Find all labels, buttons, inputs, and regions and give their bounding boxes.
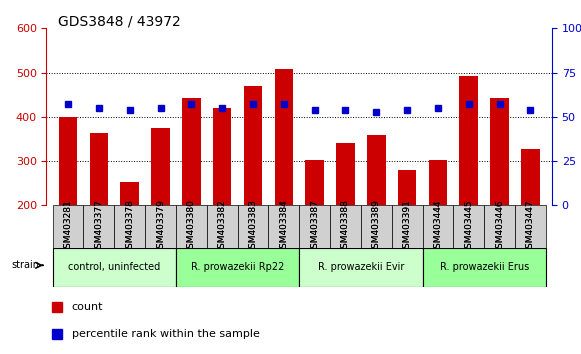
FancyBboxPatch shape bbox=[361, 205, 392, 248]
FancyBboxPatch shape bbox=[84, 205, 114, 248]
FancyBboxPatch shape bbox=[145, 205, 176, 248]
Bar bbox=[306, 160, 324, 205]
Text: GSM403377: GSM403377 bbox=[94, 199, 103, 254]
Text: GSM403378: GSM403378 bbox=[125, 199, 134, 254]
Text: GSM403383: GSM403383 bbox=[249, 199, 257, 254]
Text: GSM403444: GSM403444 bbox=[433, 199, 442, 254]
Text: GSM403447: GSM403447 bbox=[526, 199, 535, 254]
Text: GSM403391: GSM403391 bbox=[403, 199, 411, 254]
FancyBboxPatch shape bbox=[207, 205, 238, 248]
FancyBboxPatch shape bbox=[422, 205, 453, 248]
Text: GSM403382: GSM403382 bbox=[218, 199, 227, 254]
FancyBboxPatch shape bbox=[392, 205, 422, 248]
FancyBboxPatch shape bbox=[515, 205, 546, 248]
Text: GSM403383: GSM403383 bbox=[249, 199, 257, 254]
FancyBboxPatch shape bbox=[422, 248, 546, 287]
Text: GSM403379: GSM403379 bbox=[156, 199, 165, 254]
FancyBboxPatch shape bbox=[114, 205, 145, 248]
Text: GSM403444: GSM403444 bbox=[433, 199, 442, 254]
Text: strain: strain bbox=[12, 260, 40, 270]
Text: GSM403389: GSM403389 bbox=[372, 199, 381, 254]
FancyBboxPatch shape bbox=[238, 205, 268, 248]
Bar bbox=[89, 133, 108, 205]
Bar bbox=[490, 98, 509, 205]
Text: GSM403382: GSM403382 bbox=[218, 199, 227, 254]
Text: control, uninfected: control, uninfected bbox=[68, 262, 160, 272]
Text: GDS3848 / 43972: GDS3848 / 43972 bbox=[58, 14, 181, 28]
Text: GSM403387: GSM403387 bbox=[310, 199, 319, 254]
Text: GSM403379: GSM403379 bbox=[156, 199, 165, 254]
Text: R. prowazekii Erus: R. prowazekii Erus bbox=[439, 262, 529, 272]
Text: R. prowazekii Rp22: R. prowazekii Rp22 bbox=[191, 262, 284, 272]
FancyBboxPatch shape bbox=[330, 205, 361, 248]
Text: GSM403446: GSM403446 bbox=[495, 199, 504, 254]
Text: GSM403281: GSM403281 bbox=[63, 199, 73, 254]
Text: GSM403380: GSM403380 bbox=[187, 199, 196, 254]
Bar bbox=[244, 86, 262, 205]
Text: GSM403391: GSM403391 bbox=[403, 199, 411, 254]
Text: GSM403388: GSM403388 bbox=[341, 199, 350, 254]
FancyBboxPatch shape bbox=[299, 205, 330, 248]
FancyBboxPatch shape bbox=[176, 248, 299, 287]
Text: GSM403389: GSM403389 bbox=[372, 199, 381, 254]
Text: R. prowazekii Evir: R. prowazekii Evir bbox=[318, 262, 404, 272]
Text: GSM403380: GSM403380 bbox=[187, 199, 196, 254]
Text: GSM403387: GSM403387 bbox=[310, 199, 319, 254]
Text: GSM403384: GSM403384 bbox=[279, 199, 288, 254]
Bar bbox=[275, 69, 293, 205]
Text: GSM403447: GSM403447 bbox=[526, 199, 535, 254]
FancyBboxPatch shape bbox=[453, 205, 484, 248]
FancyBboxPatch shape bbox=[299, 248, 422, 287]
Text: GSM403445: GSM403445 bbox=[464, 199, 474, 254]
Text: GSM403384: GSM403384 bbox=[279, 199, 288, 254]
Bar bbox=[460, 76, 478, 205]
Bar bbox=[521, 149, 540, 205]
FancyBboxPatch shape bbox=[484, 205, 515, 248]
Text: GSM403281: GSM403281 bbox=[63, 199, 73, 254]
Text: percentile rank within the sample: percentile rank within the sample bbox=[72, 329, 260, 339]
Text: GSM403377: GSM403377 bbox=[94, 199, 103, 254]
Bar bbox=[336, 143, 354, 205]
Bar bbox=[120, 182, 139, 205]
Bar bbox=[213, 108, 231, 205]
Bar bbox=[398, 170, 417, 205]
FancyBboxPatch shape bbox=[268, 205, 299, 248]
FancyBboxPatch shape bbox=[176, 205, 207, 248]
Bar bbox=[429, 160, 447, 205]
Bar bbox=[151, 128, 170, 205]
Text: GSM403378: GSM403378 bbox=[125, 199, 134, 254]
Bar bbox=[367, 136, 386, 205]
Text: GSM403446: GSM403446 bbox=[495, 199, 504, 254]
FancyBboxPatch shape bbox=[53, 248, 176, 287]
Bar bbox=[59, 117, 77, 205]
Bar bbox=[182, 98, 200, 205]
FancyBboxPatch shape bbox=[53, 205, 84, 248]
Text: count: count bbox=[72, 302, 103, 312]
Text: GSM403388: GSM403388 bbox=[341, 199, 350, 254]
Text: GSM403445: GSM403445 bbox=[464, 199, 474, 254]
